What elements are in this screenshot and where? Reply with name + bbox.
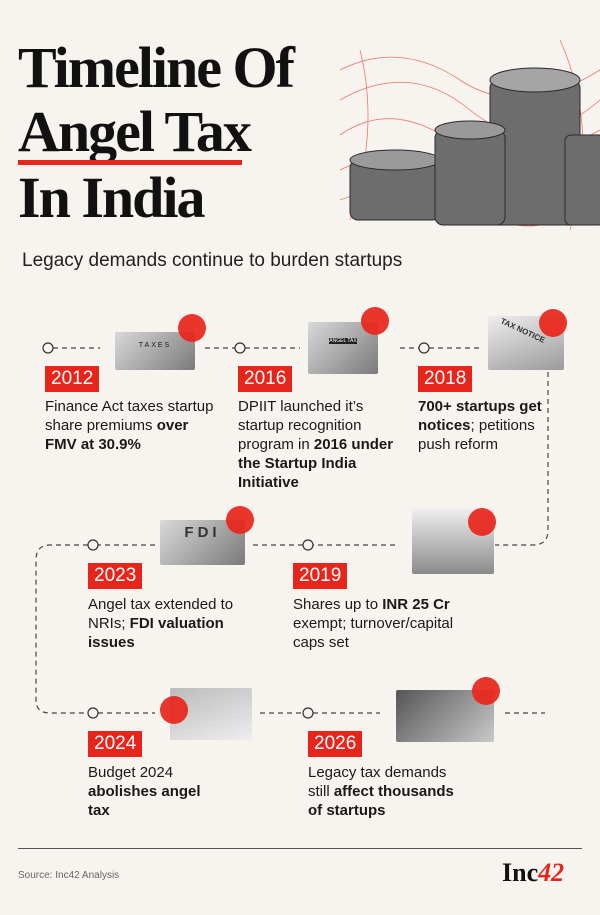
timeline-node-2018 [418,342,430,354]
red-dot-decoration [160,696,188,724]
red-dot-decoration [539,309,567,337]
timeline-node-2024 [87,707,99,719]
year-badge-2024: 2024 [88,731,143,757]
timeline-node-2019 [302,539,314,551]
inc42-logo: Inc42 [502,858,565,887]
year-badge-2023: 2023 [88,563,143,589]
red-dot-decoration [472,677,500,705]
red-dot-decoration [468,508,496,536]
event-2018-description: 700+ startups get notices; petitions pus… [418,398,542,453]
year-badge-2026: 2026 [308,731,363,757]
timeline-node-2026 [302,707,314,719]
image-label: TAXES [138,342,172,349]
title-line-2: Angel Tax [18,99,252,164]
event-2024-description: Budget 2024 abolishes angel tax [88,764,201,819]
event-2019-description: Shares up to INR 25 Cr exempt; turnover/… [293,596,454,651]
red-dot-decoration [361,307,389,335]
year-badge-2019: 2019 [293,563,348,589]
year-badge-2018: 2018 [418,366,473,392]
event-2023-description: Angel tax extended to NRIs; FDI valuatio… [88,596,234,651]
timeline-node-2016 [234,342,246,354]
red-dot-decoration [226,506,254,534]
image-label: ANGEL TAX [329,338,357,344]
year-badge-2012: 2012 [45,366,100,392]
event-2016-description: DPIIT launched it’s startup recognition … [238,398,394,491]
subtitle: Legacy demands continue to burden startu… [22,250,403,271]
title-line-1: Timeline Of [18,35,295,100]
red-dot-decoration [178,314,206,342]
event-2026-description: Legacy tax demands still affect thousand… [308,764,454,819]
timeline-node-2012 [42,342,54,354]
title-underline [18,160,242,165]
image-label: FDI [184,524,221,541]
footer-divider [18,848,582,849]
source-note: Source: Inc42 Analysis [18,870,120,881]
timeline-node-2023 [87,539,99,551]
coins-hero-image [340,40,600,230]
year-badge-2016: 2016 [238,366,293,392]
title-line-3: In India [18,165,206,230]
event-2012-description: Finance Act taxes startup share premiums… [45,398,214,453]
